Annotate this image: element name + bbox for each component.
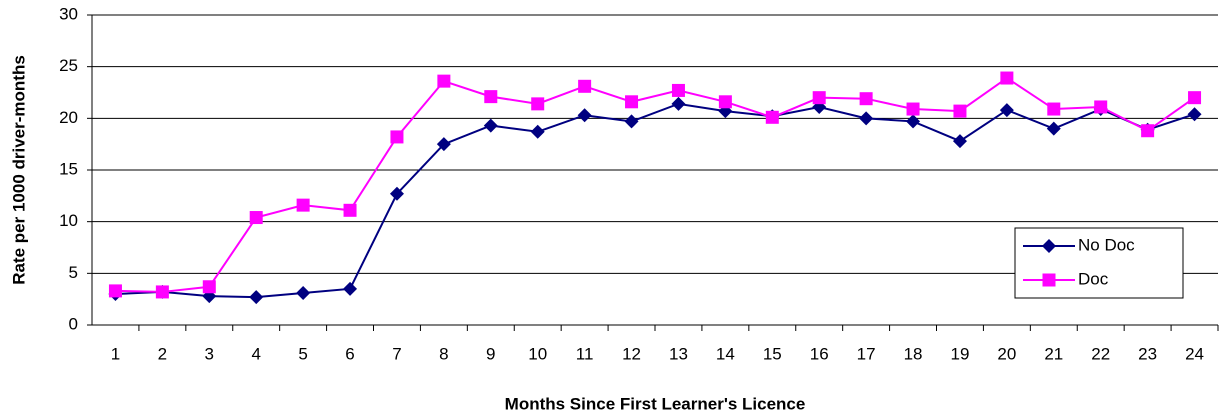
y-tick-label: 20	[59, 108, 78, 127]
marker	[1046, 121, 1061, 136]
x-tick-label: 6	[345, 344, 354, 363]
marker	[718, 95, 732, 109]
marker	[1188, 91, 1202, 105]
marker	[202, 280, 216, 294]
legend-label: No Doc	[1078, 235, 1135, 254]
x-tick-label: 20	[997, 344, 1016, 363]
x-tick-label: 16	[810, 344, 829, 363]
marker	[484, 90, 498, 104]
x-tick-label: 4	[251, 344, 260, 363]
marker	[296, 285, 311, 300]
y-tick-label: 5	[69, 263, 78, 282]
series-line	[115, 102, 1195, 299]
x-tick-label: 14	[716, 344, 735, 363]
legend-label: Doc	[1078, 269, 1109, 288]
marker	[859, 111, 874, 126]
marker	[436, 137, 451, 152]
x-tick-label: 24	[1185, 344, 1204, 363]
y-tick-label: 25	[59, 56, 78, 75]
legend-marker	[1042, 273, 1056, 287]
x-tick-label: 3	[205, 344, 214, 363]
marker	[906, 114, 921, 129]
marker	[625, 95, 639, 109]
x-tick-label: 21	[1044, 344, 1063, 363]
x-tick-label: 12	[622, 344, 641, 363]
y-axis-title: Rate per 1000 driver-months	[9, 55, 28, 285]
marker	[999, 103, 1014, 118]
x-tick-label: 2	[158, 344, 167, 363]
marker	[343, 281, 358, 296]
marker	[1094, 100, 1108, 114]
x-tick-label: 22	[1091, 344, 1110, 363]
x-tick-label: 23	[1138, 344, 1157, 363]
marker	[437, 74, 451, 88]
marker	[483, 118, 498, 133]
y-tick-label: 15	[59, 159, 78, 178]
marker	[765, 110, 779, 124]
x-tick-label: 18	[904, 344, 923, 363]
marker	[155, 285, 169, 299]
x-tick-label: 9	[486, 344, 495, 363]
marker	[249, 290, 264, 305]
marker	[906, 102, 920, 116]
x-axis-title: Months Since First Learner's Licence	[505, 394, 806, 413]
marker	[249, 211, 263, 225]
legend-marker	[1042, 239, 1056, 253]
marker	[1047, 102, 1061, 116]
marker	[1141, 124, 1155, 138]
marker	[1187, 107, 1202, 122]
marker	[1000, 71, 1014, 85]
marker	[578, 79, 592, 93]
y-tick-label: 10	[59, 211, 78, 230]
marker	[953, 104, 967, 118]
y-tick-label: 30	[59, 4, 78, 23]
marker	[952, 134, 967, 149]
marker	[624, 114, 639, 129]
marker	[390, 130, 404, 144]
marker	[812, 91, 826, 105]
x-tick-label: 7	[392, 344, 401, 363]
x-tick-label: 17	[857, 344, 876, 363]
x-tick-label: 10	[528, 344, 547, 363]
marker	[671, 96, 686, 111]
x-tick-label: 15	[763, 344, 782, 363]
series-line	[115, 76, 1196, 293]
marker	[530, 124, 545, 139]
x-tick-label: 19	[950, 344, 969, 363]
marker	[577, 108, 592, 123]
x-tick-label: 1	[111, 344, 120, 363]
marker	[343, 203, 357, 217]
x-tick-label: 8	[439, 344, 448, 363]
marker	[389, 186, 404, 201]
x-tick-label: 5	[298, 344, 307, 363]
x-tick-label: 13	[669, 344, 688, 363]
y-tick-label: 0	[69, 314, 78, 333]
marker	[531, 97, 545, 111]
marker	[671, 83, 685, 97]
x-tick-label: 11	[576, 344, 594, 363]
marker	[859, 92, 873, 106]
marker	[296, 198, 310, 212]
marker	[108, 284, 122, 298]
